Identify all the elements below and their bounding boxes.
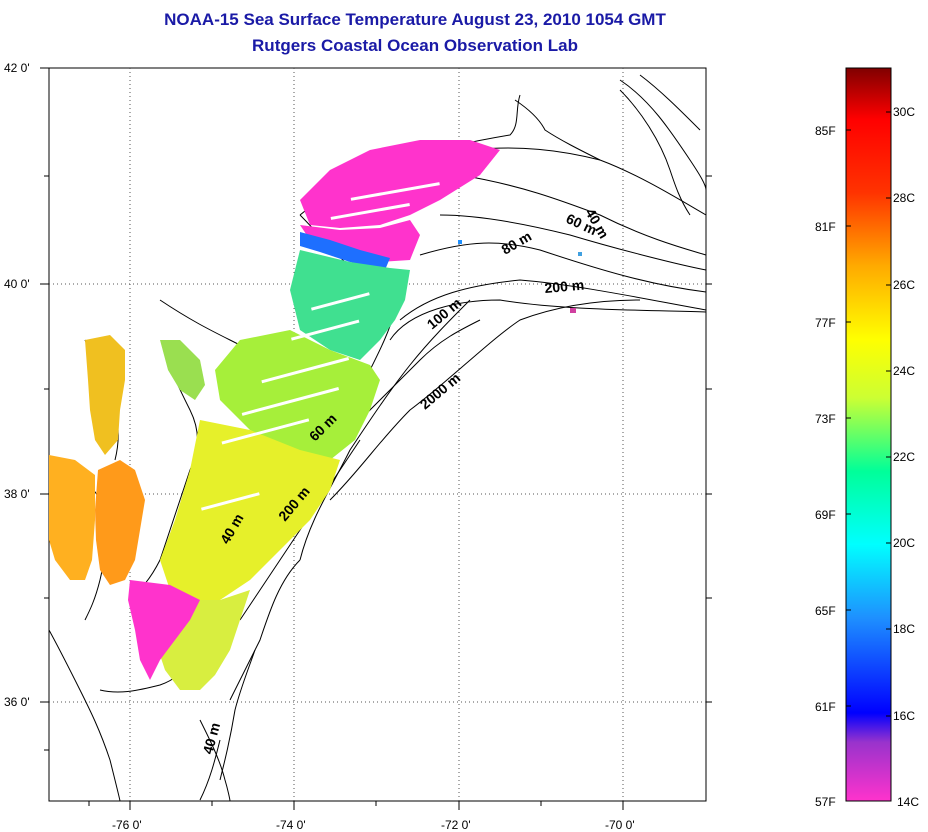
lat-label: 36 0' <box>4 695 30 709</box>
sst-region-va-shelf <box>160 420 340 610</box>
colorbar-c-label: 18C <box>893 622 916 636</box>
lon-label: -74 0' <box>276 818 306 832</box>
colorbar-c-label: 20C <box>893 536 916 550</box>
colorbar-c-label: 28C <box>893 191 916 205</box>
lat-label: 40 0' <box>4 277 30 291</box>
sst-region-chesapeake-upper <box>85 335 125 455</box>
colorbar-f-label: 85F <box>815 124 836 138</box>
tick-marks <box>40 67 712 810</box>
contour-label: 40 m <box>199 721 223 756</box>
sst-swath <box>49 140 582 690</box>
colorbar-f-label: 61F <box>815 700 836 714</box>
lon-label: -76 0' <box>112 818 142 832</box>
colorbar-c-label: 22C <box>893 450 916 464</box>
lon-label: -70 0' <box>605 818 635 832</box>
sst-region-bay-mouth <box>128 580 200 680</box>
colorbar-f-label: 77F <box>815 316 836 330</box>
lon-label: -72 0' <box>441 818 471 832</box>
map-subtitle: Rutgers Coastal Ocean Observation Lab <box>252 36 578 55</box>
colorbar-c-label: 14C <box>897 795 920 809</box>
cloud-mask-streaks <box>201 182 440 511</box>
sst-region-chesapeake <box>95 460 145 585</box>
colorbar-f-label: 73F <box>815 412 836 426</box>
sst-region-cold-bight <box>300 220 420 262</box>
contour-label: 200 m <box>544 277 585 296</box>
colorbar-f-label: 65F <box>815 604 836 618</box>
colorbar <box>845 67 892 802</box>
colorbar-f-label: 57F <box>815 795 836 809</box>
colorbar-c-label: 24C <box>893 364 916 378</box>
sst-region-blue-band <box>300 232 390 270</box>
colorbar-c-label: 16C <box>893 709 916 723</box>
colorbar-ticks <box>846 111 891 717</box>
colorbar-f-label: 69F <box>815 508 836 522</box>
sst-region-cold-north <box>300 140 500 228</box>
map-title: NOAA-15 Sea Surface Temperature August 2… <box>164 10 666 29</box>
colorbar-c-label: 26C <box>893 278 916 292</box>
sst-region-delaware-bay <box>160 340 205 400</box>
lat-label: 38 0' <box>4 487 30 501</box>
colorbar-f-label: 81F <box>815 220 836 234</box>
colorbar-c-label: 30C <box>893 105 916 119</box>
depth-contours <box>199 74 707 801</box>
sst-region-western-shore <box>49 455 95 580</box>
lat-label: 42 0' <box>4 61 30 75</box>
